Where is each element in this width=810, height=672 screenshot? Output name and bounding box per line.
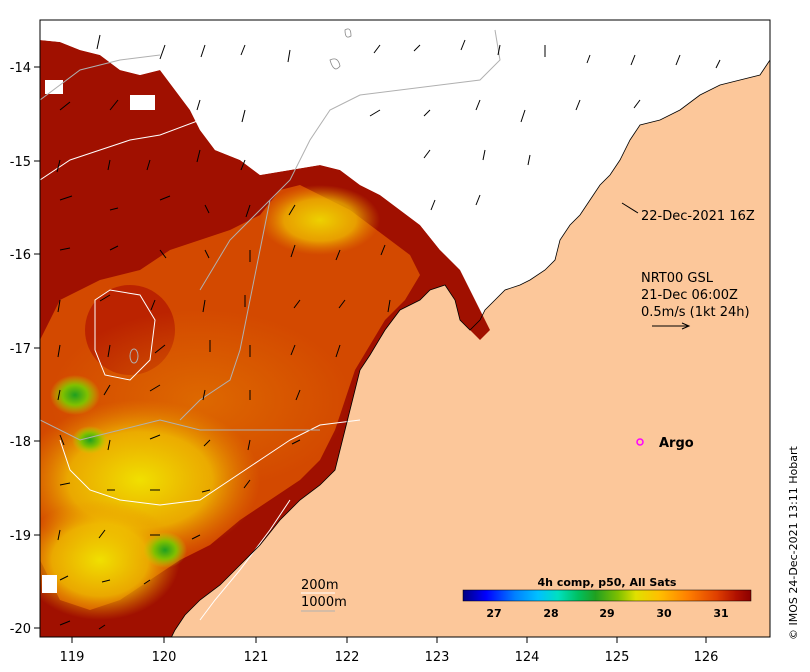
- colorbar-gradient: [462, 589, 752, 602]
- current-scale-label: 0.5m/s (1kt 24h): [641, 305, 750, 320]
- colorbar-tick: 28: [543, 607, 558, 620]
- current-time-label: 21-Dec 06:00Z: [641, 288, 738, 303]
- timestamp-label: 22-Dec-2021 16Z: [641, 209, 755, 224]
- colorbar-tick: 27: [486, 607, 501, 620]
- y-tick-label: -15: [10, 155, 31, 170]
- x-tick-label: 122: [335, 650, 360, 665]
- land-mass: [171, 60, 770, 637]
- x-tick-label: 123: [425, 650, 450, 665]
- x-tick-label: 126: [694, 650, 719, 665]
- coastline: [171, 59, 770, 637]
- colorbar-tick: 30: [656, 607, 672, 620]
- isobath-1000-label: 1000m: [301, 595, 347, 610]
- map-frame: [39, 19, 771, 638]
- y-tick-label: -17: [10, 342, 31, 357]
- colorbar-tick: 29: [599, 607, 614, 620]
- argo-marker-icon: [636, 438, 644, 446]
- colorbar: 4h comp, p50, All Sats 27 28 29 30 31: [462, 576, 752, 620]
- y-tick-label: -16: [10, 248, 31, 263]
- scale-arrow-icon: [652, 322, 691, 330]
- y-tick-label: -14: [10, 61, 31, 76]
- isobath-200m: [40, 29, 431, 621]
- x-tick-label: 119: [60, 650, 85, 665]
- colorbar-title: 4h comp, p50, All Sats: [538, 576, 677, 589]
- map-plot-area: [40, 20, 770, 637]
- y-tick-label: -19: [10, 529, 31, 544]
- isobath-1000m: [40, 29, 501, 441]
- argo-label: Argo: [659, 436, 694, 451]
- x-tick-label: 125: [605, 650, 630, 665]
- isobath-200-label: 200m: [301, 578, 338, 593]
- current-model-label: NRT00 GSL: [641, 271, 714, 286]
- credit-label: © IMOS 24-Dec-2021 13:11 Hobart: [787, 445, 800, 640]
- x-tick-label: 124: [515, 650, 540, 665]
- y-tick-label: -18: [10, 435, 31, 450]
- current-vectors: [56, 34, 721, 630]
- x-tick-label: 121: [244, 650, 269, 665]
- x-axis: 119 120 121 122 123 124 125 126: [60, 637, 719, 665]
- y-axis: -14 -15 -16 -17 -18 -19 -20: [10, 61, 40, 637]
- y-tick-label: -20: [10, 622, 31, 637]
- x-tick-label: 120: [152, 650, 177, 665]
- colorbar-tick: 31: [713, 607, 728, 620]
